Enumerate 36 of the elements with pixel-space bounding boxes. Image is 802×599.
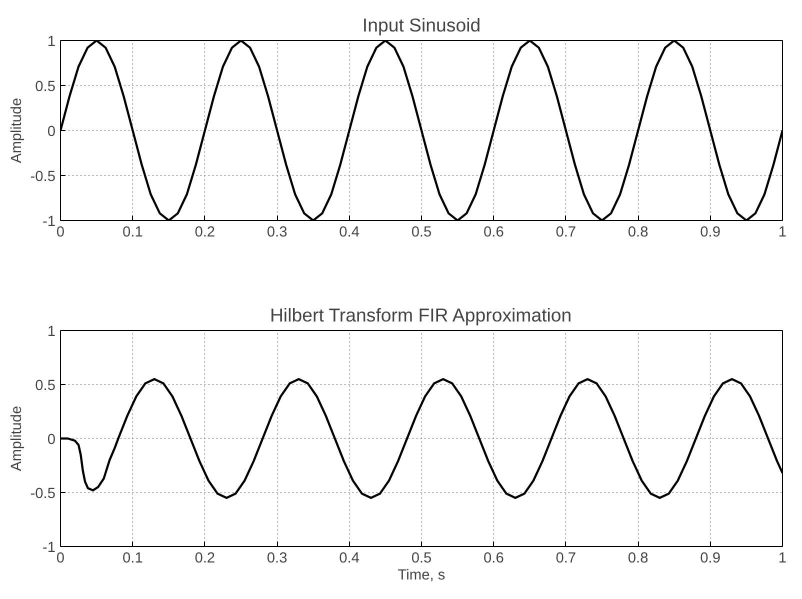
x-tick-label: 0.9 — [700, 224, 720, 240]
x-tick-label: 0.1 — [122, 224, 143, 240]
x-tick-label: 1 — [778, 224, 787, 240]
y-tick-label: 0.5 — [35, 378, 56, 394]
x-tick-label: 0.9 — [700, 550, 720, 566]
y-tick-label: 0 — [47, 432, 56, 448]
chart-title: Input Sinusoid — [362, 14, 481, 36]
x-tick-label: 0.6 — [484, 550, 504, 566]
y-tick-label: 0.5 — [35, 79, 56, 95]
y-tick-label: -0.5 — [30, 169, 56, 185]
x-tick-label: 1 — [778, 550, 787, 566]
y-tick-label: -1 — [42, 540, 56, 556]
x-tick-label: 0.4 — [339, 224, 360, 240]
x-tick-label: 0.7 — [556, 550, 576, 566]
y-tick-label: -1 — [42, 214, 56, 230]
y-axis-title: Amplitude — [9, 406, 26, 472]
x-tick-label: 0.7 — [556, 224, 576, 240]
x-tick-label: 0.2 — [194, 224, 216, 240]
x-tick-label: 0.5 — [411, 224, 432, 240]
y-tick-label: 0 — [47, 124, 56, 140]
x-axis-title: Time, s — [398, 568, 446, 584]
y-axis-title: Amplitude — [9, 98, 26, 164]
line-series — [60, 40, 782, 220]
x-tick-label: 0.2 — [194, 550, 216, 566]
x-tick-label: 0.4 — [339, 550, 360, 566]
y-tick-label: -0.5 — [30, 486, 56, 502]
x-tick-label: 0.5 — [411, 550, 432, 566]
y-tick-label: 1 — [47, 324, 56, 340]
y-tick-label: 1 — [47, 34, 56, 50]
x-tick-label: 0.3 — [266, 550, 288, 566]
x-tick-label: 0.8 — [628, 224, 648, 240]
x-tick-label: 0.1 — [122, 550, 143, 566]
chart-title: Hilbert Transform FIR Approximation — [270, 304, 572, 326]
x-tick-label: 0.6 — [484, 224, 504, 240]
x-tick-label: 0.3 — [266, 224, 288, 240]
x-tick-label: 0.8 — [628, 550, 648, 566]
